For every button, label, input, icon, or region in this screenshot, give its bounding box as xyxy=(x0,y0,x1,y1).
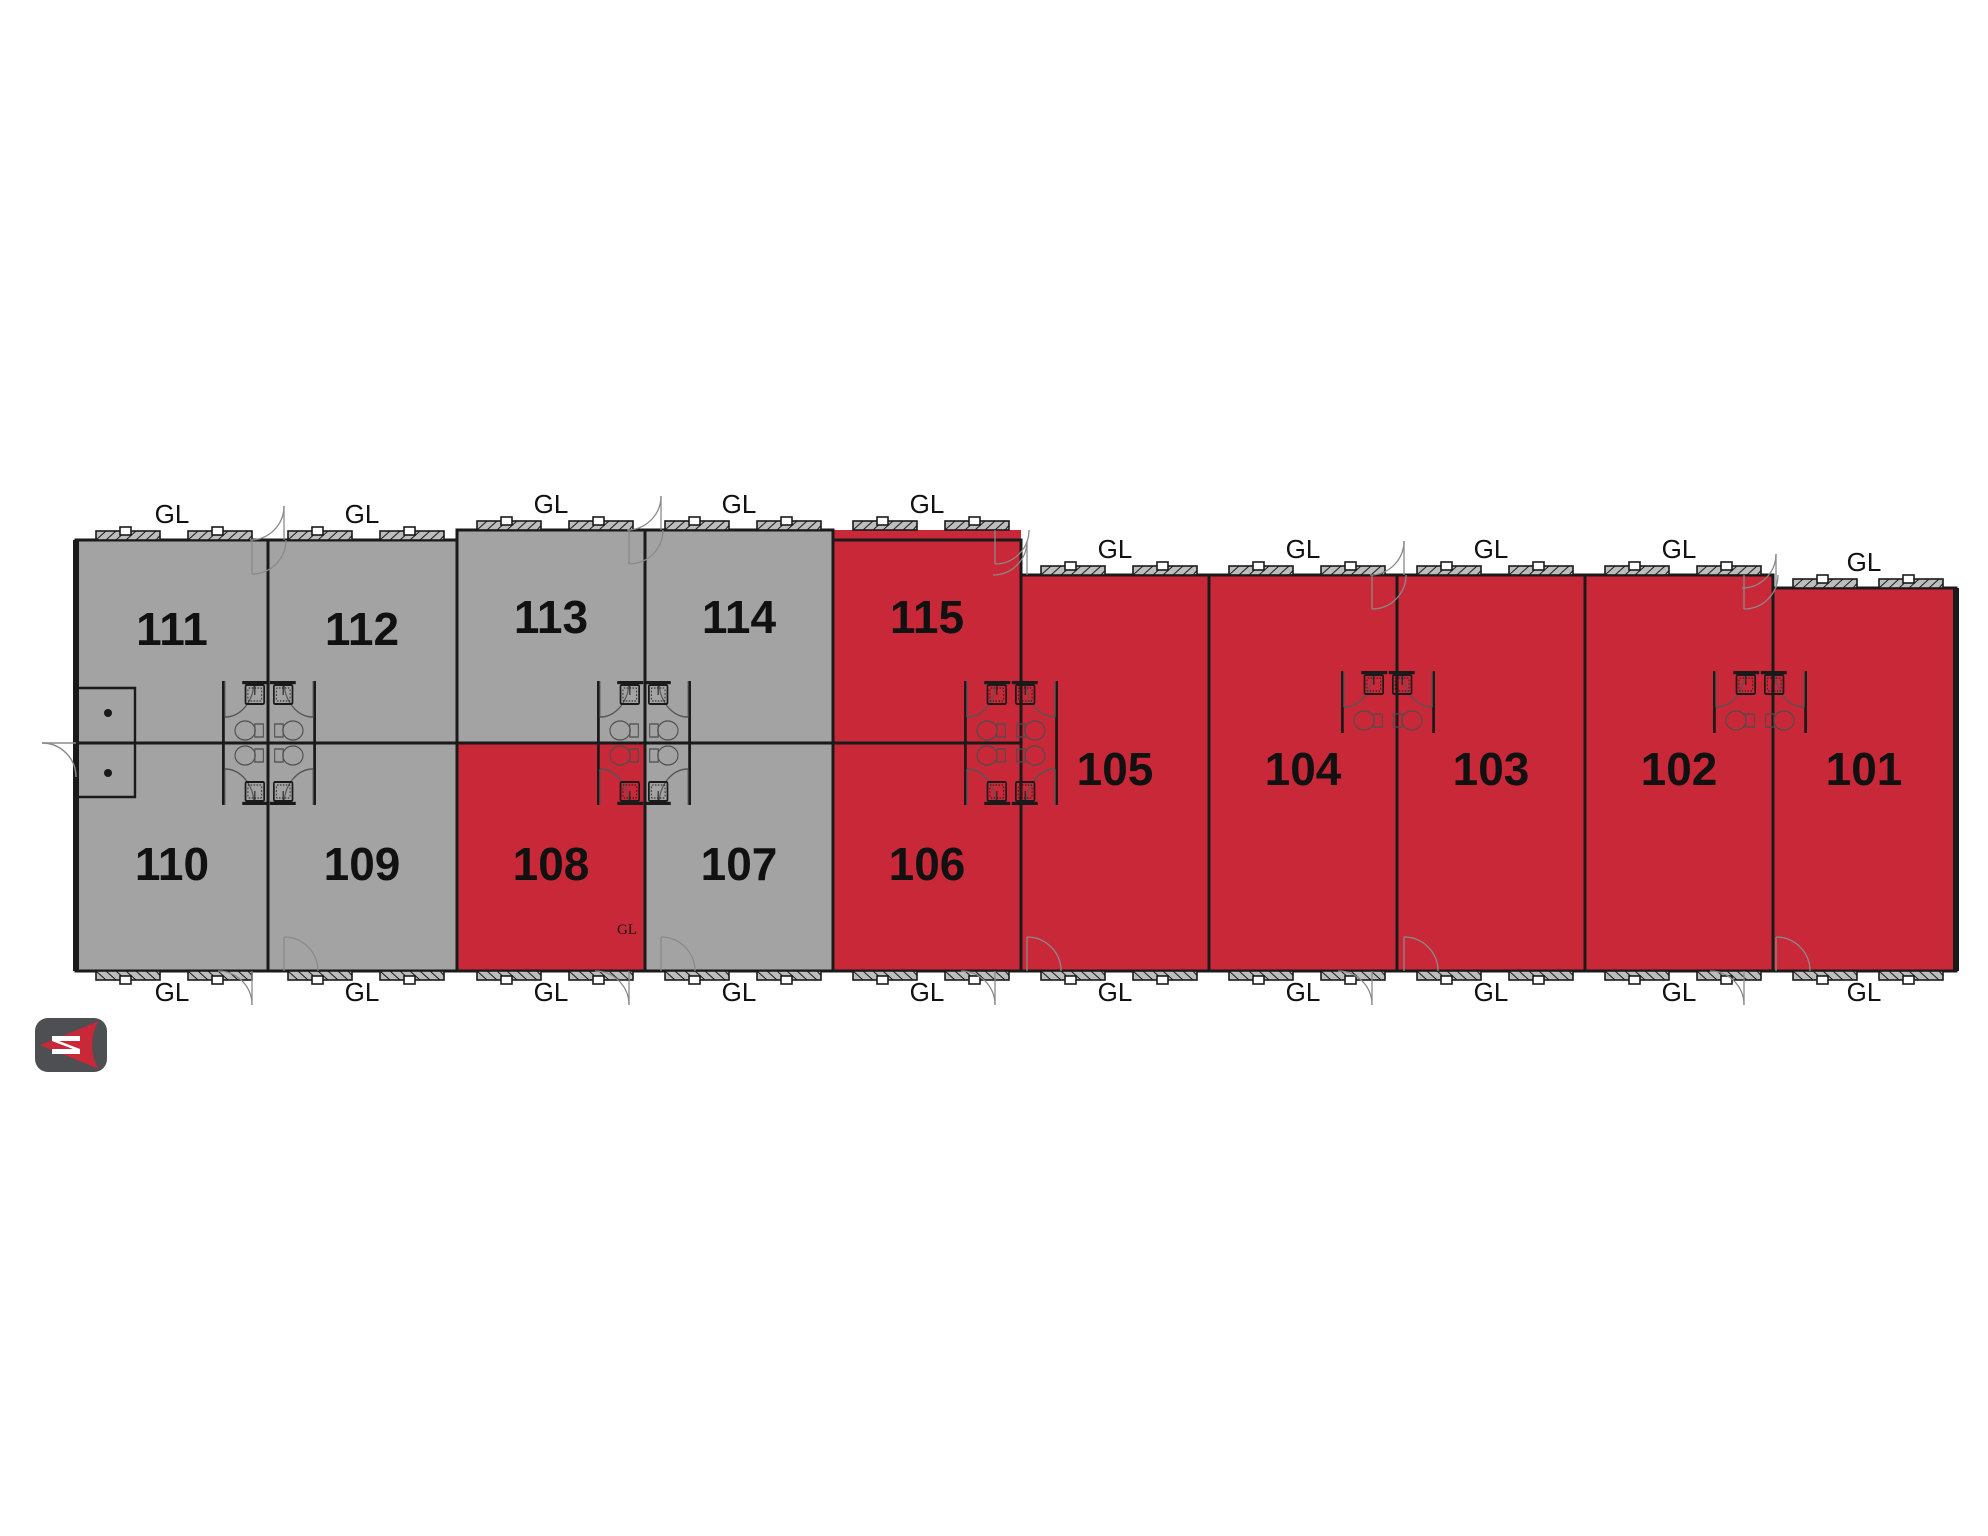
svg-text:103: 103 xyxy=(1453,743,1530,795)
svg-text:107: 107 xyxy=(701,838,778,890)
svg-text:GL: GL xyxy=(345,499,380,529)
svg-text:102: 102 xyxy=(1641,743,1718,795)
svg-text:GL: GL xyxy=(534,489,569,519)
svg-text:GL: GL xyxy=(1847,977,1882,1007)
svg-text:106: 106 xyxy=(889,838,966,890)
svg-text:GL: GL xyxy=(910,977,945,1007)
svg-text:114: 114 xyxy=(702,591,777,643)
svg-text:GL: GL xyxy=(910,489,945,519)
svg-text:109: 109 xyxy=(324,838,401,890)
svg-text:112: 112 xyxy=(325,603,399,655)
svg-text:GL: GL xyxy=(155,499,190,529)
svg-text:105: 105 xyxy=(1077,743,1154,795)
svg-text:GL: GL xyxy=(722,977,757,1007)
svg-text:104: 104 xyxy=(1265,743,1342,795)
svg-text:GL: GL xyxy=(1474,977,1509,1007)
svg-text:115: 115 xyxy=(890,591,964,643)
svg-text:113: 113 xyxy=(514,591,588,643)
svg-text:101: 101 xyxy=(1826,743,1903,795)
svg-text:GL: GL xyxy=(1286,534,1321,564)
svg-text:GL: GL xyxy=(722,489,757,519)
svg-text:108: 108 xyxy=(513,838,590,890)
svg-text:GL: GL xyxy=(155,977,190,1007)
svg-text:GL: GL xyxy=(1098,977,1133,1007)
svg-text:GL: GL xyxy=(1662,977,1697,1007)
svg-text:GL: GL xyxy=(1662,534,1697,564)
svg-text:GL: GL xyxy=(1847,547,1882,577)
svg-text:GL: GL xyxy=(1098,534,1133,564)
svg-text:GL: GL xyxy=(1286,977,1321,1007)
svg-text:GL: GL xyxy=(534,977,569,1007)
svg-text:GL: GL xyxy=(1474,534,1509,564)
svg-text:GL: GL xyxy=(617,922,637,938)
svg-text:GL: GL xyxy=(345,977,380,1007)
svg-text:110: 110 xyxy=(135,838,209,890)
svg-text:111: 111 xyxy=(136,603,208,655)
